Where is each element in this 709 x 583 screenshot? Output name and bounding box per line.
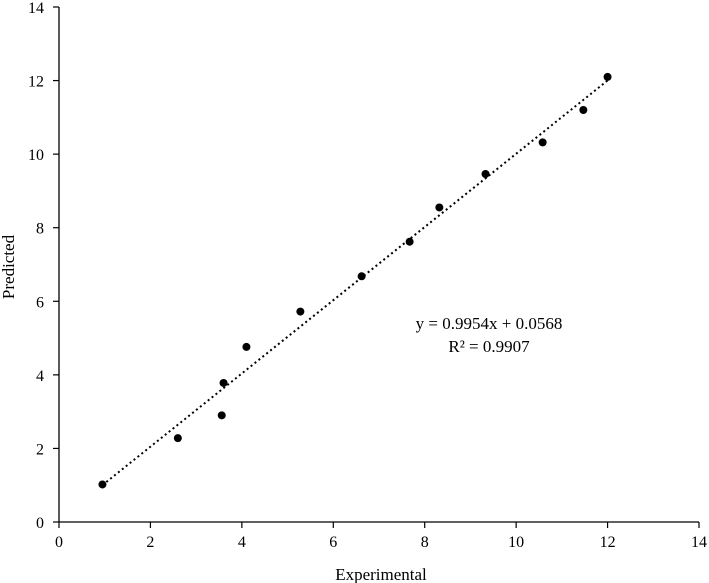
data-point	[242, 342, 251, 351]
data-points	[98, 72, 612, 489]
x-tick-label: 0	[55, 534, 63, 551]
trendline	[101, 79, 609, 486]
data-point	[435, 203, 444, 212]
data-point	[296, 307, 305, 316]
data-point	[579, 106, 588, 114]
x-tick-label: 12	[600, 534, 616, 551]
tick-labels: 0 2 4 6 8 10 12 14 0 2 4 6 8 10 12 14	[28, 0, 707, 551]
x-tick-label: 4	[238, 534, 246, 551]
y-tick-label: 2	[36, 441, 44, 458]
y-tick-label: 6	[36, 294, 44, 311]
y-tick-label: 12	[28, 74, 44, 91]
x-tick-label: 2	[146, 534, 154, 551]
y-tick-label: 0	[36, 515, 44, 532]
data-point	[481, 170, 490, 179]
y-tick-label: 14	[28, 0, 44, 17]
x-axis-title: Experimental	[335, 565, 427, 583]
data-point	[538, 138, 547, 147]
r-squared-label: R² = 0.9907	[448, 337, 530, 356]
x-tick-label: 10	[508, 534, 524, 551]
x-tick-label: 6	[329, 534, 337, 551]
data-point	[173, 434, 182, 443]
y-axis-title: Predicted	[0, 234, 18, 299]
data-point	[219, 378, 228, 387]
data-point	[217, 411, 226, 420]
trendline-equation: y = 0.9954x + 0.0568	[416, 314, 563, 333]
data-point	[98, 480, 107, 489]
data-point	[357, 272, 366, 281]
data-point	[405, 237, 414, 246]
trendline-group	[101, 79, 609, 486]
y-tick-label: 8	[36, 221, 44, 238]
x-tick-label: 14	[691, 534, 707, 551]
y-tick-label: 10	[28, 147, 44, 164]
y-tick-label: 4	[36, 368, 44, 385]
axes	[53, 6, 700, 528]
x-tick-label: 8	[421, 534, 429, 551]
data-point	[603, 72, 612, 81]
